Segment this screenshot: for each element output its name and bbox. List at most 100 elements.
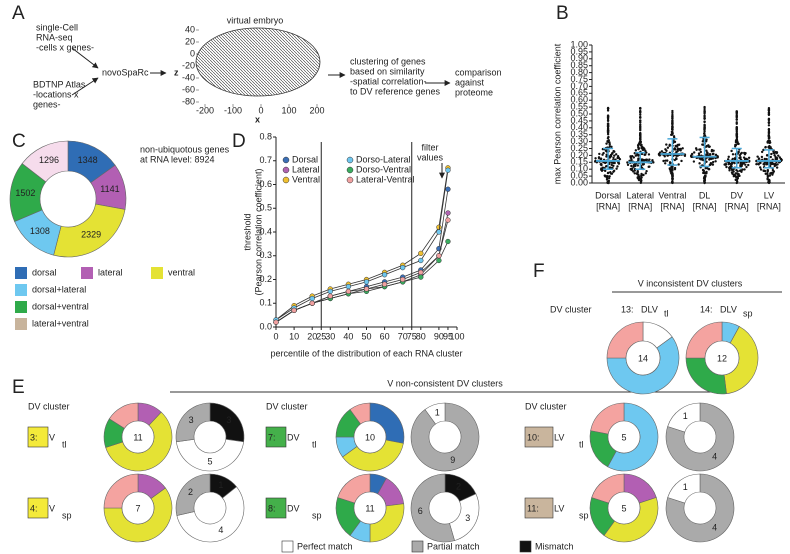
y-tick-label: 0.20 [570,150,588,160]
swarm-dot [639,106,642,110]
swarm-dot [626,161,629,164]
swarm-dot [698,162,701,165]
swarm-dot [745,165,748,169]
swarm-dot [703,110,706,113]
cluster-id: 14: [700,304,713,314]
swarm-dot [766,169,769,172]
segment-label: 4 [712,523,717,533]
segment-label: 4 [712,452,717,462]
y-tick-label: 0.55 [570,101,588,111]
x-tick-label: DL [699,190,711,200]
cluster-sub: sp [743,308,753,318]
swarm-dot [644,149,647,153]
legend-label: Dorso-Ventral [356,164,411,174]
swarm-dot [707,168,711,171]
panel-label: A [12,3,25,24]
swarm-dot [665,149,668,152]
x-tick-label: 75 [407,331,417,341]
swarm-dot [670,172,673,175]
segment-label: 1502 [15,188,35,198]
swarm-dot [743,168,746,171]
swarm-dot [604,161,607,164]
swarm-dot [681,147,684,150]
swarm-dot [639,125,642,128]
swarm-dot [637,177,641,180]
swarm-dot [703,125,706,128]
swarm-dot [767,121,771,125]
swarm-dot [603,169,607,173]
swarm-dot [779,157,783,161]
swarm-dot [648,165,651,168]
series-point [345,283,352,290]
swarm-dot [639,133,642,137]
legend-marker [282,166,290,174]
swarm-dot [728,169,731,172]
swarm-dot [671,115,674,118]
y-tick-label: 0.1 [259,298,272,308]
legend-label: Partial match [427,541,480,551]
swarm-dot [739,163,742,166]
swarm-dot [703,105,706,109]
swarm-dot [709,157,713,161]
swarm-dot [703,176,707,180]
swarm-dot [677,163,680,166]
swarm-dot [745,157,748,161]
swarm-dot [636,144,640,147]
x-tick-label: LV [764,190,774,200]
swarm-dot [732,168,735,171]
y-tick-label: 0.3 [259,250,272,260]
swarm-dot [767,135,771,138]
cluster-sub: sp [312,510,322,520]
segment-label: 4 [218,525,223,535]
segment-label: 3 [226,415,231,425]
swarm-dot [640,172,643,176]
swarm-dot [671,169,674,172]
swarm-dot [740,169,743,173]
swarm-dot [610,172,614,175]
legend-swatch [15,284,27,296]
swarm-dot [662,159,665,163]
legend-label: Perfect match [297,541,353,551]
swarm-dot [775,151,778,155]
cluster-id: 3: [30,432,38,442]
step-text: to DV reference genes [350,86,441,96]
swarm-dot [671,126,674,130]
series-point [436,224,442,230]
swarm-dot [712,149,715,152]
donut-segment [176,486,245,543]
swarm-dot [770,152,773,156]
x-tick-label: -200 [196,105,214,115]
swarm-dot [600,162,603,166]
y-tick-label: 0.0 [259,321,272,331]
swarm-dot [742,156,746,159]
x-tick-label: [RNA] [596,201,620,211]
step-text: proteome [455,87,493,97]
group-label: DV cluster [550,304,592,314]
panel-label: C [12,131,26,152]
legend-marker [282,156,290,164]
cluster-tag [524,426,554,448]
section-title: V non-consistent DV clusters [387,378,503,388]
x-tick-label: 95 [443,331,453,341]
swarm-dot [730,149,733,153]
series-point [418,257,424,264]
x-tick-label: DV [730,190,743,200]
swarm-dot [767,124,771,127]
swarm-dot [708,153,712,156]
cluster-id: 11: [527,503,539,513]
swarm-dot [671,111,674,115]
swarm-dot [735,181,738,185]
swarm-dot [606,115,610,119]
input-text: BDTNP Atlas [33,79,86,89]
input-text: RNA-seq [36,32,73,42]
swarm-dot [644,158,648,162]
swarm-dot [640,158,644,161]
swarm-dot [640,143,643,147]
cluster-sub: tl [664,308,669,318]
donut-segment [175,402,211,443]
cluster-name: DLV [720,304,737,314]
note-text: at RNA level: 8924 [140,154,215,164]
y-tick-label: 0.10 [570,164,588,174]
swarm-dot [723,163,727,166]
swarm-dot [708,163,712,167]
